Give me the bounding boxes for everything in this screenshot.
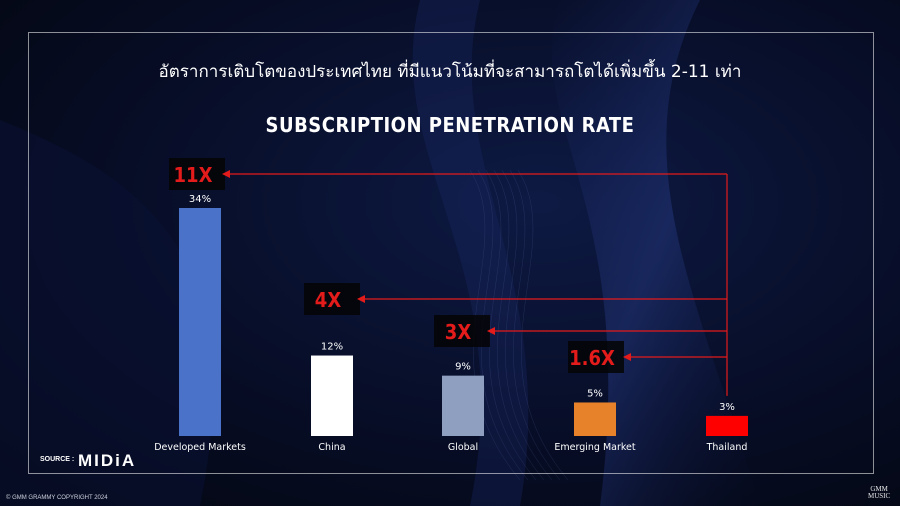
arrowhead-2 (487, 327, 495, 335)
copyright-text: © GMM GRAMMY COPYRIGHT 2024 (6, 495, 108, 501)
arrowhead-0 (222, 170, 230, 178)
multiplier-label-3: 1.6X (569, 346, 615, 370)
multiplier-label-1: 4X (315, 288, 342, 312)
multiplier-box-0 (169, 158, 225, 190)
chart-title: SUBSCRIPTION PENETRATION RATE (265, 113, 635, 137)
bar-4 (706, 415, 748, 436)
multiplier-box-3 (568, 341, 624, 373)
category-label-3: Emerging Market (554, 442, 636, 453)
multiplier-box-2 (434, 315, 490, 347)
brand-line-2: MUSIC (868, 492, 891, 500)
value-label-0: 34% (189, 194, 211, 205)
value-label-3: 5% (587, 388, 603, 399)
arrowhead-1 (357, 295, 365, 303)
multiplier-label-2: 3X (445, 320, 472, 344)
bar-2 (442, 375, 484, 436)
brand-line-1: GMM (870, 485, 888, 493)
slide-frame (28, 32, 874, 474)
category-label-4: Thailand (706, 442, 748, 453)
bar-1 (311, 355, 353, 436)
slide-title-thai: อัตราการเติบโตของประเทศไทย ที่มีแนวโน้มท… (158, 62, 742, 82)
value-label-4: 3% (719, 402, 735, 413)
bar-0 (179, 208, 221, 436)
brand-logo: GMM MUSIC (868, 486, 890, 500)
source-logo: MIDiA (78, 451, 137, 470)
category-label-0: Developed Markets (154, 442, 246, 453)
multiplier-box-1 (304, 283, 360, 315)
value-label-1: 12% (321, 342, 343, 353)
multiplier-label-0: 11X (174, 163, 213, 187)
arrowhead-3 (623, 353, 631, 361)
value-label-2: 9% (455, 362, 471, 373)
bar-3 (574, 402, 616, 436)
category-label-2: Global (448, 442, 478, 453)
category-label-1: China (318, 442, 345, 453)
source-label: SOURCE : (40, 456, 75, 463)
